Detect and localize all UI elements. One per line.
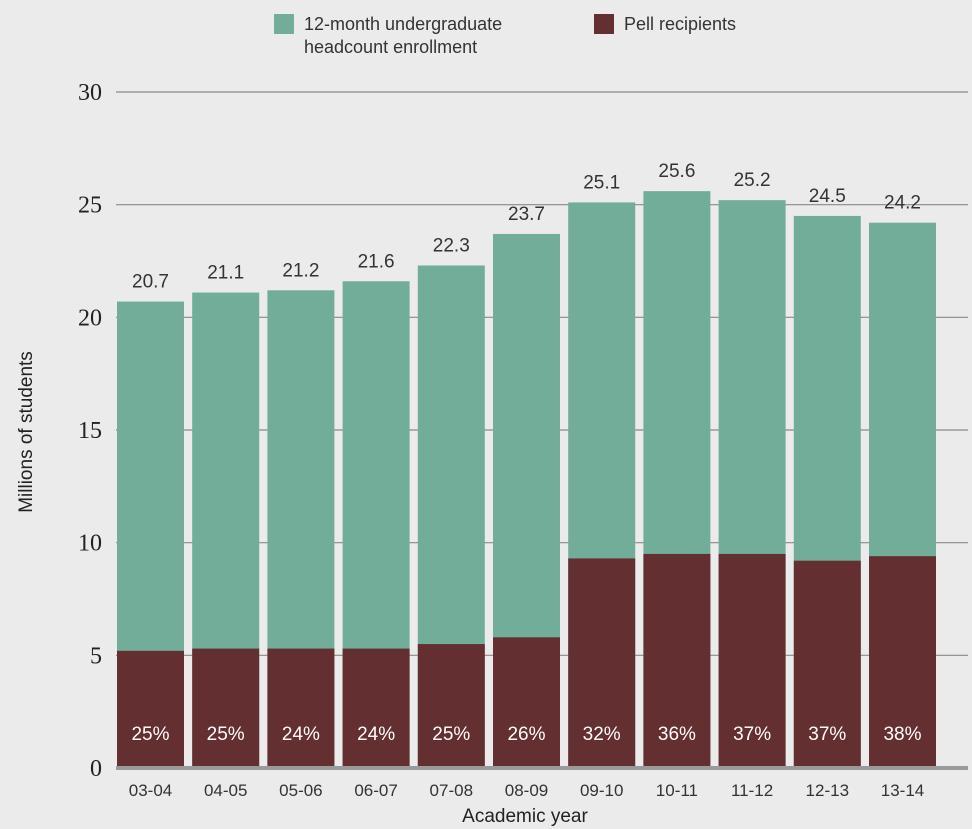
x-tick-label: 05-06 [279,781,322,800]
pell-bar [342,648,410,766]
total-value-label: 25.6 [658,161,695,182]
pell-bar [568,558,636,766]
legend-label: Pell recipients [624,14,736,34]
y-axis-title: Millions of students [16,351,37,513]
pell-percent-label: 25% [131,724,169,745]
legend-label-line2: headcount enrollment [304,37,477,57]
legend-label: 12-month undergraduate [304,14,502,34]
pell-percent-label: 26% [507,724,545,745]
total-value-label: 23.7 [508,204,545,225]
legend-swatch [274,14,294,34]
x-axis-ticks: 03-04 04-05 05-06 06-07 07-08 08-09 09-10 10-11… [129,781,924,800]
y-axis-ticks: 0 5 10 15 20 25 30 [78,80,102,782]
pell-bar [869,556,936,766]
legend: 12-month undergraduate headcount enrollme… [274,14,736,57]
total-value-label: 21.6 [358,251,395,272]
total-value-label: 24.5 [809,186,846,207]
data-labels: 20.7 25% 21.1 25% 21.2 24% 21.6 24% 22.3 25% 23.7 2… [131,161,921,745]
x-tick-label: 06-07 [354,781,397,800]
x-tick-label: 11-12 [731,781,773,800]
x-axis-title: Academic year [462,806,588,827]
bars [117,191,936,766]
total-value-label: 21.2 [282,260,319,281]
x-tick-label: 13-14 [881,781,924,800]
pell-percent-label: 25% [432,724,470,745]
pell-bar [117,650,184,766]
x-tick-label: 10-11 [656,781,698,800]
y-tick-label: 25 [78,193,102,219]
pell-bar [493,637,560,766]
pell-bar [267,648,335,766]
y-tick-label: 20 [78,305,102,331]
pell-percent-label: 37% [808,724,846,745]
pell-percent-label: 24% [357,724,395,745]
y-tick-label: 30 [78,80,102,106]
total-value-label: 20.7 [132,272,169,293]
x-tick-label: 03-04 [129,781,172,800]
pell-bar [417,644,485,766]
total-value-label: 21.1 [207,263,244,284]
legend-swatch [594,14,614,34]
x-tick-label: 08-09 [505,781,548,800]
pell-bar [718,553,786,766]
pell-percent-label: 36% [658,724,696,745]
total-value-label: 22.3 [433,236,470,257]
total-value-label: 25.2 [734,170,771,191]
x-tick-label: 07-08 [430,781,473,800]
y-tick-label: 10 [78,531,102,557]
y-tick-label: 0 [90,756,102,782]
y-tick-label: 15 [78,418,102,444]
y-tick-label: 5 [90,643,102,669]
pell-percent-label: 25% [207,724,245,745]
pell-percent-label: 24% [282,724,320,745]
pell-percent-label: 32% [583,724,621,745]
pell-percent-label: 38% [883,724,921,745]
total-value-label: 24.2 [884,193,921,214]
pell-bar [793,560,861,766]
x-tick-label: 12-13 [806,781,849,800]
pell-bar [643,553,711,766]
x-tick-label: 09-10 [580,781,623,800]
x-tick-label: 04-05 [204,781,247,800]
total-value-label: 25.1 [583,172,620,193]
pell-percent-label: 37% [733,724,771,745]
pell-bar [192,648,260,766]
